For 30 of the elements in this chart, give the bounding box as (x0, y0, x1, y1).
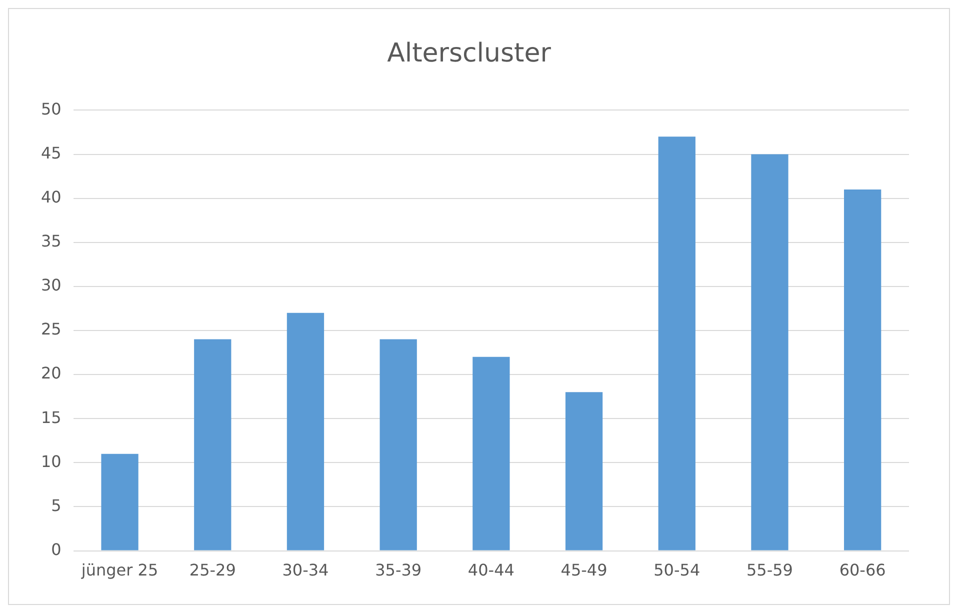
y-tick-label: 35 (41, 232, 62, 251)
x-tick-label: 50-54 (654, 560, 700, 580)
x-tick-label: 25-29 (189, 560, 236, 580)
bar (565, 392, 603, 550)
x-tick-label: 30-34 (282, 560, 329, 580)
y-tick-label: 30 (41, 276, 62, 295)
x-tick-label: 45-49 (560, 560, 608, 580)
bar (380, 339, 417, 550)
x-tick-label: jünger 25 (80, 560, 158, 580)
y-tick-label: 15 (41, 408, 62, 427)
chart-title: Alterscluster (387, 38, 552, 68)
bar (286, 312, 324, 550)
bar (194, 339, 232, 550)
y-tick-label: 10 (41, 452, 62, 471)
bar (751, 154, 788, 550)
y-tick-label: 0 (51, 540, 62, 559)
y-tick-label: 40 (41, 187, 62, 206)
y-tick-label: 5 (51, 496, 62, 515)
x-tick-label: 55-59 (746, 560, 793, 580)
y-tick-label: 20 (41, 364, 62, 383)
x-tick-label: 40-44 (468, 560, 514, 580)
bar (658, 136, 696, 550)
y-tick-label: 45 (41, 143, 62, 162)
x-tick-label: 35-39 (375, 560, 422, 580)
y-tick-label: 50 (41, 99, 62, 118)
bar (472, 356, 510, 550)
x-tick-label: 60-66 (839, 560, 886, 580)
y-tick-label: 25 (41, 320, 62, 339)
bar (101, 454, 138, 550)
bar (844, 190, 882, 550)
